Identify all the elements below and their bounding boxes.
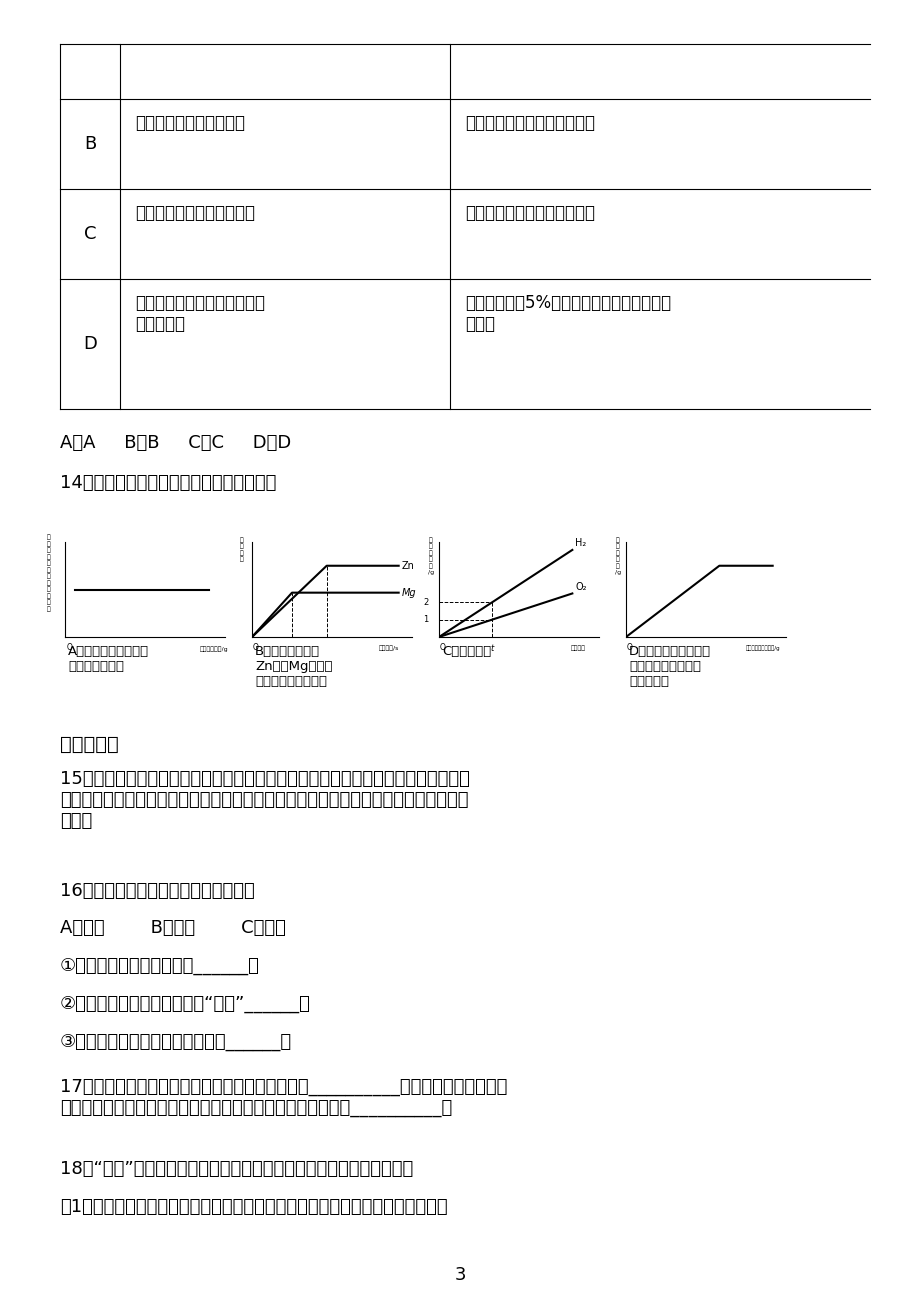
Text: D．盐酸和氯化铁混合
溶液中加入过量的氢
氧化钠溶液: D．盐酸和氯化铁混合 溶液中加入过量的氢 氧化钠溶液 xyxy=(629,644,710,687)
Text: ②化肥碳酸氢铵在炎热夏季的“消失”______；: ②化肥碳酸氢铵在炎热夏季的“消失”______； xyxy=(60,995,311,1013)
Text: ①将食盐与泥沙分离的方法______；: ①将食盐与泥沙分离的方法______； xyxy=(60,957,259,975)
Text: 3: 3 xyxy=(454,1266,465,1284)
Text: O: O xyxy=(67,643,73,652)
Text: （1）在龙泉洞，小明用空瓶装了一瓶山泉水，要检验山泉水是不是硬水，可以用: （1）在龙泉洞，小明用空瓶装了一瓶山泉水，要检验山泉水是不是硬水，可以用 xyxy=(60,1198,448,1216)
Text: 除去硫酸钠溶液中的碳酸钠: 除去硫酸钠溶液中的碳酸钠 xyxy=(135,204,255,223)
Text: 证明氧化铁是过氧化氢分解反
应的催化剂: 证明氧化铁是过氧化氢分解反 应的催化剂 xyxy=(135,294,265,333)
Text: 2: 2 xyxy=(423,598,428,607)
Text: 二、填空题: 二、填空题 xyxy=(60,736,119,754)
Text: Mg: Mg xyxy=(401,587,415,598)
Text: A．向硝酸钾的饱和溶
液中加入氯化钠: A．向硝酸钾的饱和溶 液中加入氯化钠 xyxy=(68,644,149,673)
Text: O: O xyxy=(439,643,446,652)
Text: 氯化钠的质量/g: 氯化钠的质量/g xyxy=(199,647,228,652)
Text: 1: 1 xyxy=(423,615,428,624)
Text: 反应时间/s: 反应时间/s xyxy=(378,644,398,651)
Text: 18．“五一”节，同学们相约碧石风景区游玩。请用化学知识分析问题：: 18．“五一”节，同学们相约碧石风景区游玩。请用化学知识分析问题： xyxy=(60,1160,413,1178)
Text: 16．将下列名词的代号填在相应空格内: 16．将下列名词的代号填在相应空格内 xyxy=(60,881,255,900)
Text: ③活性炭放入红墨水中，红色褪去______；: ③活性炭放入红墨水中，红色褪去______； xyxy=(60,1032,292,1051)
Text: H₂: H₂ xyxy=(574,538,585,548)
Text: 氢氧化钠溶液的质量/g: 氢氧化钠溶液的质量/g xyxy=(745,644,780,651)
Text: 各取少量，加入无色酚酞溶液: 各取少量，加入无色酚酞溶液 xyxy=(464,115,595,132)
Text: t: t xyxy=(490,644,494,654)
Text: 鉴别氯化钠溶液和稀盐酸: 鉴别氯化钠溶液和稀盐酸 xyxy=(135,115,244,132)
Text: 向混合溶液中滴加适量稀盐酸: 向混合溶液中滴加适量稀盐酸 xyxy=(464,204,595,223)
Text: 14．下列叙述与对应的坐标图表示正确的是: 14．下列叙述与对应的坐标图表示正确的是 xyxy=(60,474,276,492)
Text: O: O xyxy=(253,643,258,652)
Text: 15．长期存放石灰水的试剂瓶内壁有一层白色固体，请分析这层白色固体产生的原因
（用化学方程式表示）；用完石灰水后，怎样除去壁上的白色固体？（用化学方程式表
示）: 15．长期存放石灰水的试剂瓶内壁有一层白色固体，请分析这层白色固体产生的原因 （… xyxy=(60,769,470,829)
Text: D: D xyxy=(83,335,96,353)
Text: C．水的电解: C．水的电解 xyxy=(441,644,491,658)
Text: Zn: Zn xyxy=(401,561,414,570)
Text: 17．食盐是重要的调味品，其主要成分的化学式是__________。蒸馒头时，既能除去
面团中的酸又能使馒头变得松软，可加入小苏打，其化学式是_________: 17．食盐是重要的调味品，其主要成分的化学式是__________。蒸馒头时，既… xyxy=(60,1078,506,1117)
Text: B: B xyxy=(84,135,96,154)
Text: C: C xyxy=(84,225,96,243)
Text: 气
体
的
质
量
/g: 气 体 的 质 量 /g xyxy=(427,538,434,574)
Text: O₂: O₂ xyxy=(574,582,586,592)
Text: A．A     B．B     C．C     D．D: A．A B．B C．C D．D xyxy=(60,434,291,452)
Text: A．分解        B．吸附        C．过滤: A．分解 B．吸附 C．过滤 xyxy=(60,919,286,937)
Text: 硝
酸
钾
中
的
溶
质
的
质
量
分
数: 硝 酸 钾 中 的 溶 质 的 质 量 分 数 xyxy=(47,534,51,612)
Text: O: O xyxy=(627,643,632,652)
Text: 反应时间: 反应时间 xyxy=(570,644,585,651)
Text: B．将相同质量的
Zn粉和Mg粉分别
加入足量的稀盐酸中: B．将相同质量的 Zn粉和Mg粉分别 加入足量的稀盐酸中 xyxy=(255,644,332,687)
Text: 向质量分数为5%的过氧化氢溶液中加入少量
氧化铁: 向质量分数为5%的过氧化氢溶液中加入少量 氧化铁 xyxy=(464,294,670,333)
Text: 气
体
质
量: 气 体 质 量 xyxy=(239,538,243,562)
Text: 沉
淀
的
质
量
/g: 沉 淀 的 质 量 /g xyxy=(614,538,620,574)
